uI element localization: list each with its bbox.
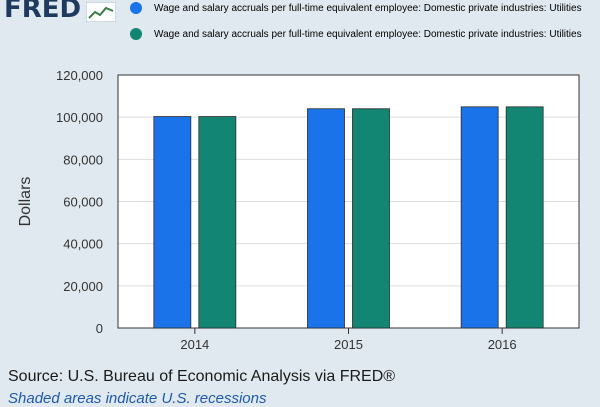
y-axis-label: Dollars xyxy=(17,177,34,227)
fred-logo: FRED xyxy=(4,0,82,24)
y-tick-label: 80,000 xyxy=(63,152,103,167)
legend-item-1: Wage and salary accruals per full-time e… xyxy=(130,0,582,16)
recession-note: Shaded areas indicate U.S. recessions xyxy=(8,390,267,407)
legend-label-1: Wage and salary accruals per full-time e… xyxy=(154,2,582,14)
source-note: Source: U.S. Bureau of Economic Analysis… xyxy=(8,368,396,385)
y-tick-label: 20,000 xyxy=(63,279,103,294)
y-tick-label: 40,000 xyxy=(63,237,103,252)
fred-chart-icon xyxy=(86,2,116,22)
legend-label-2: Wage and salary accruals per full-time e… xyxy=(154,28,582,40)
bar-2014-series-2 xyxy=(198,116,237,329)
bar-2015-series-1 xyxy=(307,108,345,329)
y-tick-label: 120,000 xyxy=(56,68,103,83)
x-tick-label: 2016 xyxy=(488,337,517,352)
legend-item-2: Wage and salary accruals per full-time e… xyxy=(130,26,582,42)
bar-2014-series-1 xyxy=(153,116,192,329)
x-tick-label: 2014 xyxy=(180,337,209,352)
legend-marker-2 xyxy=(130,28,142,40)
bar-2015-series-2 xyxy=(352,108,390,329)
y-tick-label: 100,000 xyxy=(56,110,103,125)
x-tick-label: 2015 xyxy=(334,337,363,352)
legend-marker-1 xyxy=(130,2,142,14)
bar-2016-series-1 xyxy=(460,106,499,329)
bar-2016-series-2 xyxy=(505,106,544,329)
y-tick-label: 60,000 xyxy=(63,195,103,210)
y-tick-label: 0 xyxy=(96,321,103,336)
